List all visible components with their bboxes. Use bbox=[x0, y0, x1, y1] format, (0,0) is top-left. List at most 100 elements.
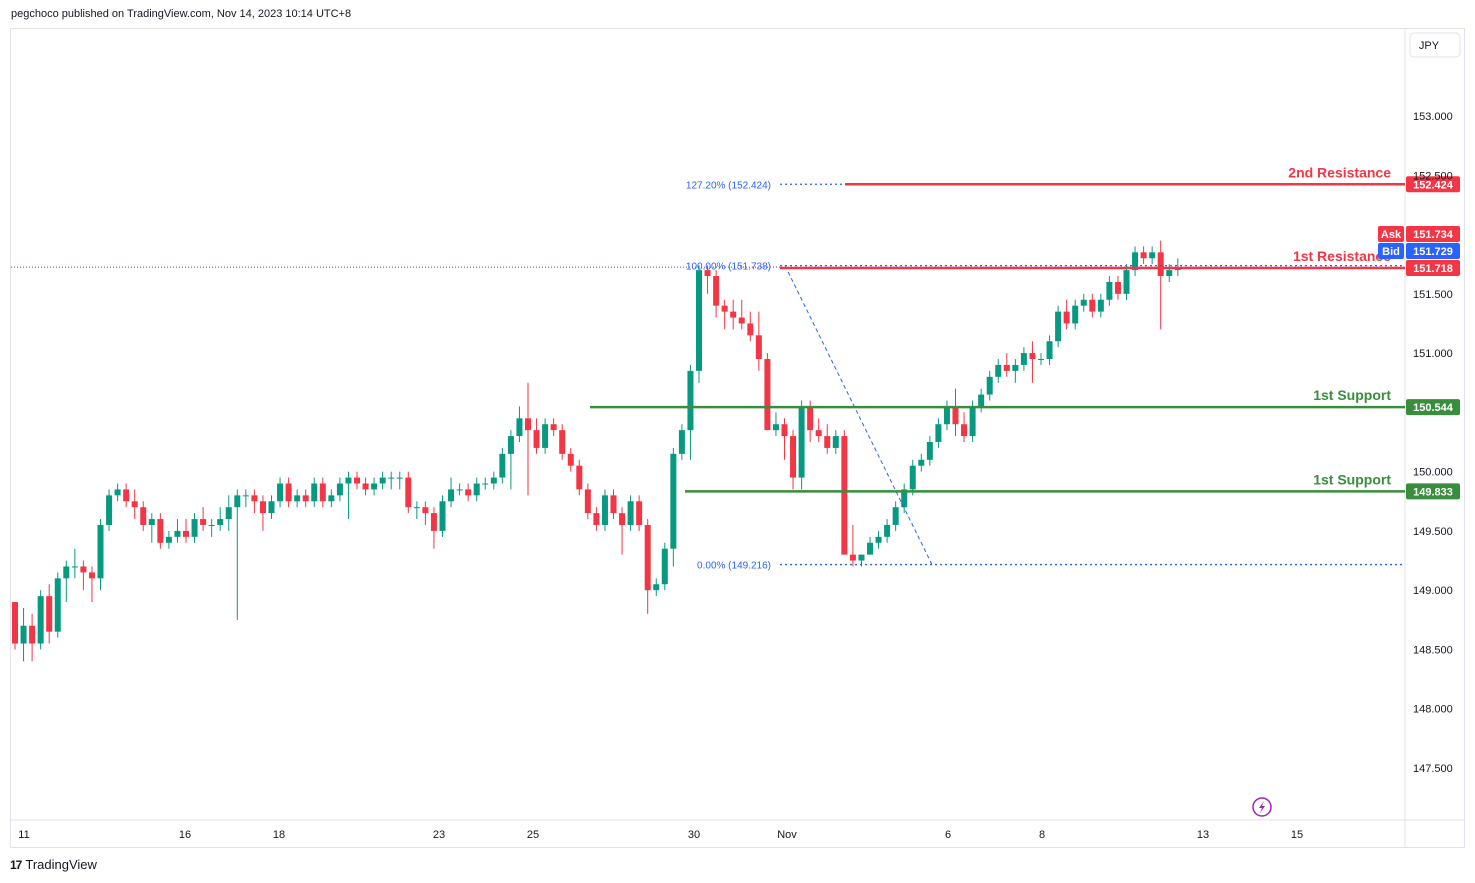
price-tag: 151.718 bbox=[1406, 259, 1460, 276]
candle bbox=[71, 548, 78, 579]
overlays-layer: 127.20% (152.424) 100.00% (151.738) 0.00% … bbox=[11, 164, 1460, 572]
candle bbox=[302, 489, 309, 508]
candle bbox=[140, 501, 147, 531]
candle bbox=[627, 495, 634, 531]
y-tick-label: 149.000 bbox=[1413, 585, 1453, 597]
candle bbox=[277, 477, 284, 508]
currency-box[interactable]: JPY bbox=[1409, 32, 1461, 58]
candle bbox=[37, 590, 44, 650]
candle bbox=[439, 495, 446, 537]
svg-text:152.424: 152.424 bbox=[1413, 179, 1454, 191]
candle bbox=[781, 418, 788, 460]
candle bbox=[892, 501, 899, 531]
candle bbox=[550, 418, 557, 437]
candle bbox=[670, 447, 677, 567]
candle bbox=[1149, 246, 1156, 265]
candle bbox=[345, 471, 352, 520]
candle bbox=[653, 578, 660, 597]
candle bbox=[1055, 305, 1062, 348]
candle bbox=[97, 519, 104, 591]
candle bbox=[1003, 353, 1010, 377]
candle bbox=[388, 471, 395, 490]
candle bbox=[1038, 353, 1044, 365]
candle bbox=[405, 471, 412, 514]
candle bbox=[294, 489, 301, 508]
candle bbox=[465, 483, 472, 502]
candle bbox=[986, 370, 993, 401]
svg-text:151.734: 151.734 bbox=[1413, 229, 1454, 241]
candle bbox=[208, 519, 215, 537]
candle bbox=[696, 265, 702, 383]
candle bbox=[80, 560, 87, 591]
candle bbox=[943, 400, 950, 431]
footer-brand[interactable]: 17 TradingView bbox=[10, 857, 97, 872]
svg-text:151.718: 151.718 bbox=[1413, 263, 1453, 275]
x-tick-label: Nov bbox=[777, 829, 797, 841]
candle bbox=[251, 489, 258, 514]
fib-level-label: 0.00% (149.216) bbox=[697, 561, 771, 572]
x-tick-label: 16 bbox=[179, 829, 191, 841]
x-tick-label: 6 bbox=[945, 829, 951, 841]
price-axis[interactable]: 153.000 152.500 151.500 151.000 150.000 149.5… bbox=[1413, 111, 1453, 775]
candle bbox=[131, 489, 138, 520]
candle bbox=[730, 299, 737, 330]
candle bbox=[225, 495, 232, 531]
candle bbox=[525, 382, 531, 496]
candle bbox=[165, 530, 172, 549]
candle bbox=[721, 299, 728, 330]
candle bbox=[63, 560, 70, 603]
candle bbox=[430, 507, 437, 549]
candle bbox=[448, 477, 455, 508]
candle bbox=[567, 447, 574, 472]
candle bbox=[687, 364, 694, 460]
fib-trend-line[interactable] bbox=[784, 265, 933, 565]
y-tick-label: 150.000 bbox=[1413, 467, 1453, 479]
candle bbox=[379, 471, 386, 490]
candle bbox=[884, 519, 891, 543]
candle bbox=[747, 311, 754, 342]
candle bbox=[354, 471, 360, 490]
currency-label: JPY bbox=[1419, 40, 1440, 52]
candle bbox=[174, 519, 181, 543]
svg-text:Bid: Bid bbox=[1382, 246, 1400, 258]
candle bbox=[268, 495, 275, 520]
svg-text:151.729: 151.729 bbox=[1413, 246, 1453, 258]
support-label: 1st Support bbox=[1313, 471, 1391, 487]
time-axis[interactable]: 11 16 18 23 25 30 Nov 6 8 13 15 bbox=[18, 829, 1303, 841]
lightning-icon[interactable] bbox=[1252, 797, 1272, 817]
candle bbox=[755, 311, 762, 371]
chart-frame bbox=[10, 28, 1465, 848]
candle bbox=[516, 406, 523, 442]
candle bbox=[867, 536, 873, 555]
x-tick-label: 18 bbox=[273, 829, 285, 841]
candle bbox=[319, 477, 326, 508]
candle bbox=[473, 477, 480, 502]
candle bbox=[875, 530, 882, 549]
candle bbox=[1012, 359, 1019, 383]
candle bbox=[584, 483, 591, 520]
candle bbox=[815, 418, 822, 442]
x-tick-label: 23 bbox=[433, 829, 445, 841]
candle bbox=[644, 519, 651, 614]
price-tag: 150.544 bbox=[1406, 399, 1460, 416]
fib-level-label: 127.20% (152.424) bbox=[686, 180, 771, 191]
candle bbox=[183, 519, 189, 543]
candle bbox=[242, 489, 249, 508]
candle bbox=[1063, 299, 1070, 330]
candle bbox=[1020, 347, 1027, 371]
candle bbox=[88, 566, 95, 603]
candle bbox=[764, 353, 771, 431]
tradingview-logo-icon: 17 bbox=[10, 857, 22, 872]
candle bbox=[499, 447, 506, 484]
candle bbox=[46, 584, 53, 644]
candle bbox=[336, 477, 343, 502]
candle bbox=[490, 471, 497, 490]
y-tick-label: 148.500 bbox=[1413, 644, 1453, 656]
svg-text:150.544: 150.544 bbox=[1413, 402, 1454, 414]
candle bbox=[12, 602, 18, 650]
candle bbox=[909, 459, 916, 496]
x-tick-label: 11 bbox=[18, 829, 29, 841]
candle bbox=[636, 495, 643, 531]
x-tick-label: 15 bbox=[1291, 829, 1303, 841]
